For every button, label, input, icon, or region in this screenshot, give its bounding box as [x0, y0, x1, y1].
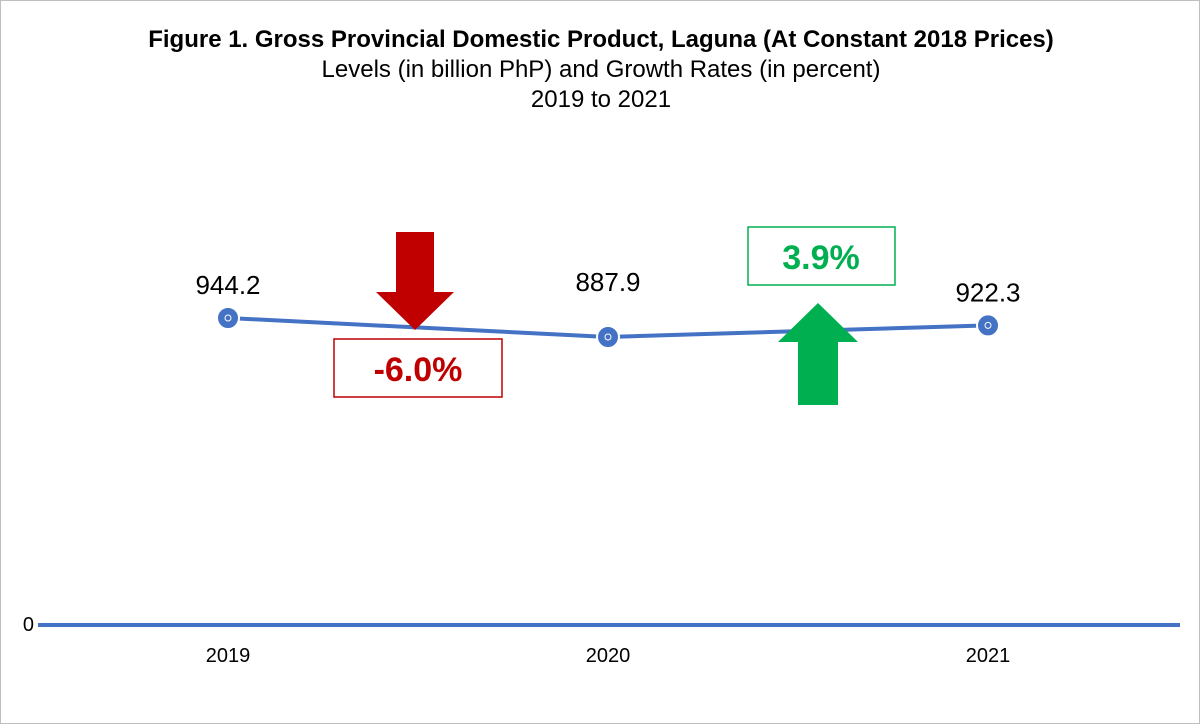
data-point-center	[984, 321, 992, 329]
chart-title: Figure 1. Gross Provincial Domestic Prod…	[148, 26, 1054, 53]
down-arrow-icon	[376, 232, 454, 330]
title-block: Figure 1. Gross Provincial Domestic Prod…	[1, 25, 1200, 115]
growth-rate-box-down	[333, 338, 503, 398]
growth-rate-label-down: -6.0%	[374, 351, 463, 389]
x-tick-label: 2019	[206, 645, 251, 667]
data-point	[216, 306, 240, 330]
x-tick-label: 2021	[966, 645, 1011, 667]
y-tick-label: 0	[23, 614, 34, 636]
data-label: 922.3	[955, 277, 1020, 307]
data-point-center	[224, 314, 232, 322]
chart-period: 2019 to 2021	[530, 86, 672, 113]
data-label: 887.9	[575, 267, 640, 297]
growth-rate-label-up: 3.9%	[782, 239, 860, 277]
data-point	[976, 313, 1000, 338]
growth-rate-box-up	[747, 226, 896, 286]
x-tick-label: 2020	[586, 645, 631, 667]
data-point-center	[604, 333, 612, 341]
up-arrow-icon	[778, 303, 858, 405]
data-point	[596, 325, 620, 349]
chart-subtitle: Levels (in billion PhP) and Growth Rates…	[321, 56, 881, 83]
data-label: 944.2	[195, 270, 260, 300]
